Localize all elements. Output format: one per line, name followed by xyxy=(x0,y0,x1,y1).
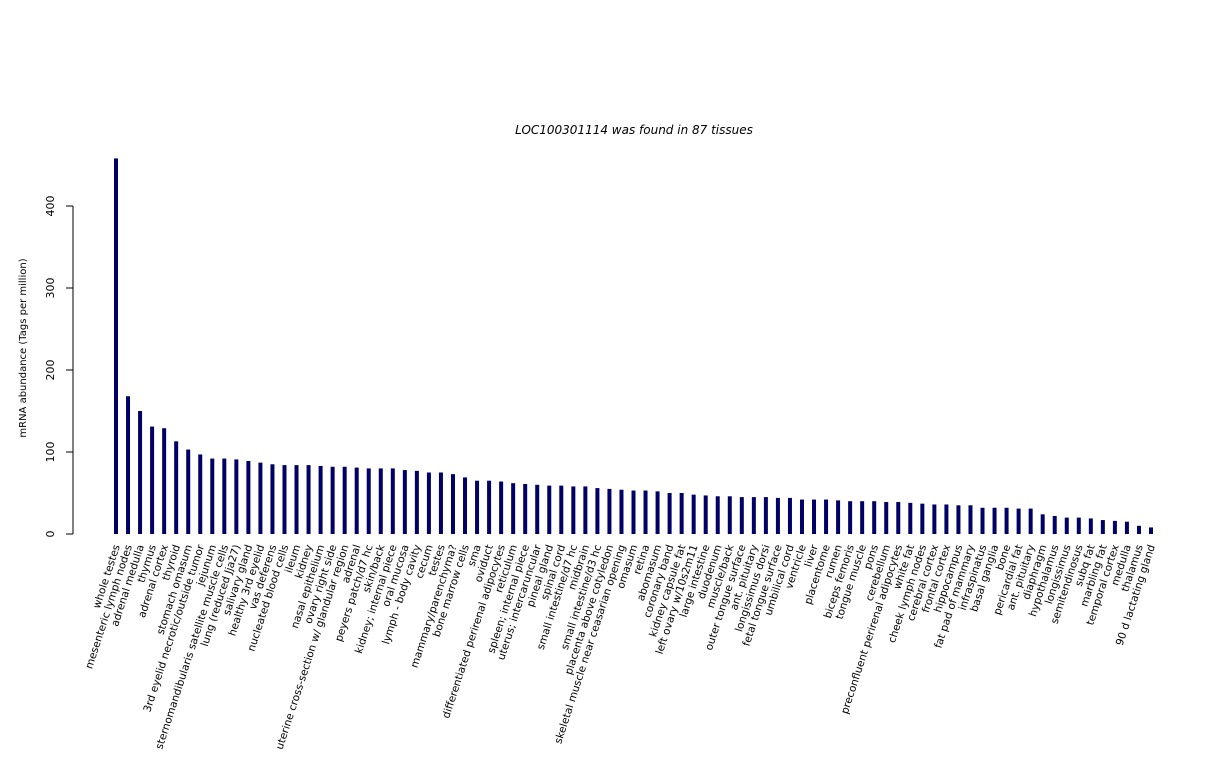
bar xyxy=(896,502,901,534)
y-tick-label: 300 xyxy=(44,278,57,299)
bar xyxy=(751,497,756,534)
bar xyxy=(246,461,251,534)
bar xyxy=(920,503,925,534)
y-tick-label: 0 xyxy=(44,531,57,538)
bar xyxy=(234,459,239,534)
bar xyxy=(330,466,335,534)
bar xyxy=(872,501,877,534)
bar xyxy=(643,490,648,534)
bar xyxy=(282,465,287,534)
bars xyxy=(114,158,1153,534)
bar xyxy=(559,485,564,534)
bar xyxy=(414,470,419,534)
bar xyxy=(824,499,829,534)
bar xyxy=(535,484,540,534)
bar xyxy=(1064,517,1069,534)
bar xyxy=(1004,507,1009,534)
bar xyxy=(426,472,431,534)
bar xyxy=(932,504,937,534)
bar xyxy=(547,485,552,534)
bar xyxy=(354,467,359,534)
bar xyxy=(150,426,155,534)
bar xyxy=(836,500,841,534)
bar xyxy=(968,505,973,534)
bar xyxy=(787,497,792,534)
bar xyxy=(944,504,949,534)
y-axis: 0 100 200 300 400 xyxy=(44,196,74,538)
bar xyxy=(619,489,624,534)
chart-title: LOC100301114 was found in 87 tissues xyxy=(515,123,753,137)
bar xyxy=(848,501,853,534)
bar xyxy=(980,507,985,534)
bar xyxy=(655,491,660,534)
bar xyxy=(378,468,383,534)
bar xyxy=(1076,517,1081,534)
bar xyxy=(210,458,215,534)
bar xyxy=(1100,520,1105,534)
bar xyxy=(739,497,744,534)
bar xyxy=(1028,508,1033,534)
bar xyxy=(222,458,227,534)
bar xyxy=(186,449,191,534)
bar xyxy=(318,465,323,534)
bar xyxy=(631,490,636,534)
bar xyxy=(583,486,588,534)
bar xyxy=(138,411,143,534)
bar xyxy=(691,494,696,534)
bar xyxy=(1124,521,1129,534)
bar xyxy=(1088,518,1093,534)
bar xyxy=(992,507,997,534)
bar xyxy=(679,493,684,534)
bar xyxy=(450,474,455,534)
bar xyxy=(956,505,961,534)
bar xyxy=(402,470,407,534)
y-tick-label: 200 xyxy=(44,360,57,381)
bar xyxy=(174,441,179,534)
y-axis-label: mRNA abundance (Tags per million) xyxy=(18,258,29,437)
bar xyxy=(908,502,913,534)
bar xyxy=(715,496,720,534)
bar xyxy=(162,428,167,534)
bar xyxy=(306,465,311,534)
bar xyxy=(463,477,468,534)
bar xyxy=(607,488,612,534)
bar xyxy=(703,495,708,534)
y-tick-label: 400 xyxy=(44,196,57,217)
bar xyxy=(499,481,504,534)
bar xyxy=(258,462,263,534)
bar xyxy=(775,497,780,534)
y-tick-label: 100 xyxy=(44,442,57,463)
bar xyxy=(763,497,768,534)
bar xyxy=(1052,515,1057,534)
bar xyxy=(114,158,118,534)
bar xyxy=(366,468,371,534)
bar xyxy=(523,483,528,534)
bar xyxy=(294,465,299,534)
bar xyxy=(126,396,131,534)
bar xyxy=(1136,525,1141,534)
bar xyxy=(1016,508,1021,534)
bar xyxy=(1112,520,1117,534)
bar xyxy=(799,499,804,534)
bar xyxy=(1040,514,1045,534)
bar xyxy=(1149,527,1153,534)
bar xyxy=(487,480,492,534)
bar xyxy=(270,464,275,534)
bar xyxy=(727,496,732,534)
bar xyxy=(198,454,203,534)
bar xyxy=(667,493,672,534)
bar xyxy=(812,499,817,534)
bar xyxy=(475,480,480,534)
bar xyxy=(884,502,889,534)
bar xyxy=(390,468,395,534)
bar xyxy=(342,466,347,534)
bar xyxy=(571,486,576,534)
bar xyxy=(860,501,865,534)
bar xyxy=(438,472,443,534)
bar xyxy=(511,483,516,534)
bar xyxy=(595,488,600,534)
